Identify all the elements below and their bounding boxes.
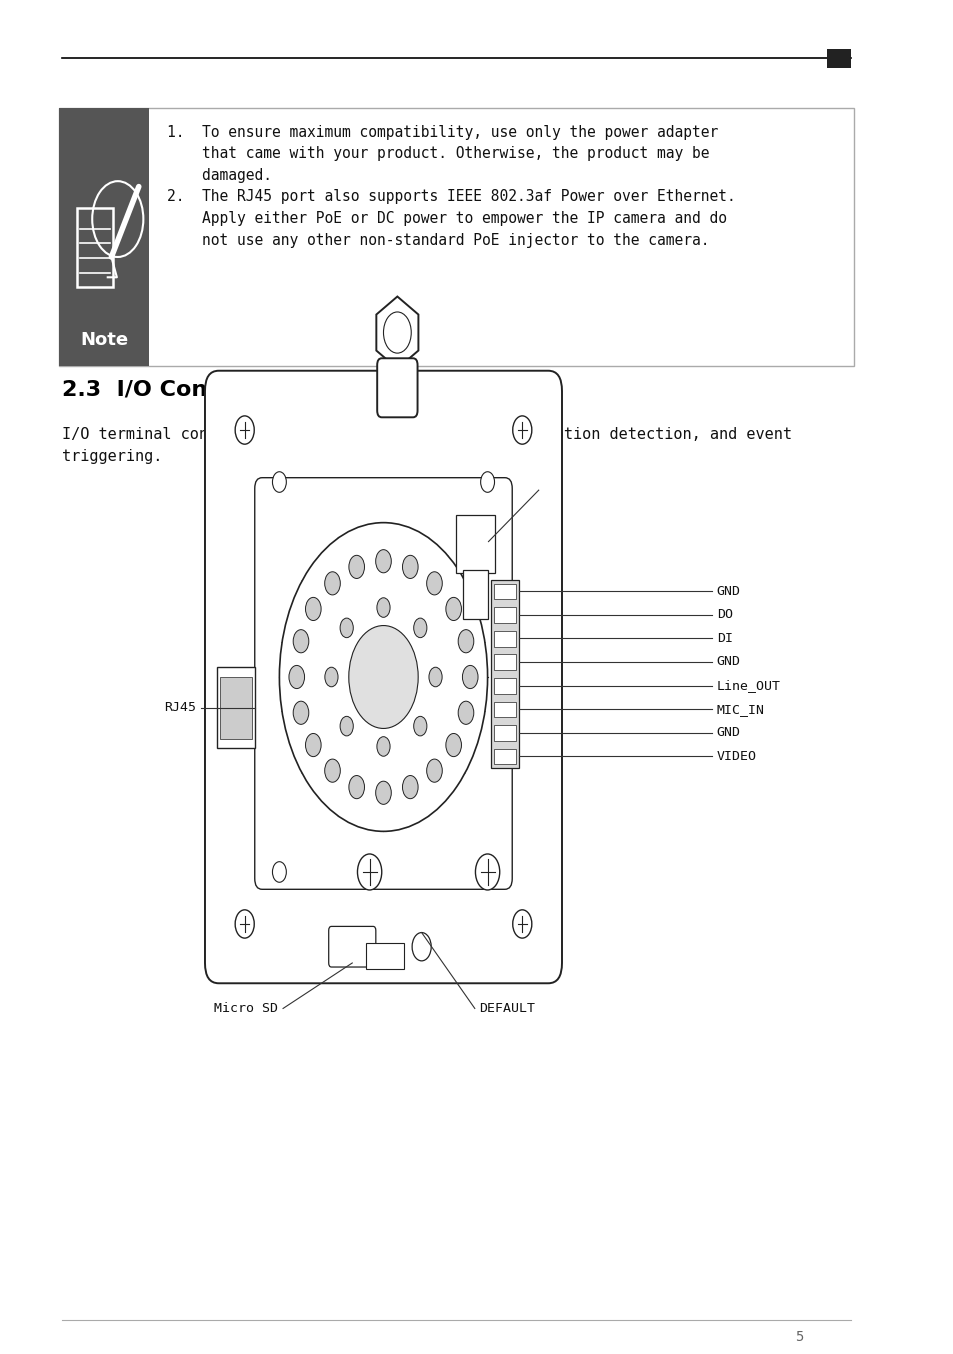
Circle shape — [475, 854, 499, 890]
Circle shape — [375, 550, 391, 573]
Circle shape — [325, 668, 337, 686]
Text: 2.3  I/O Control Instruction: 2.3 I/O Control Instruction — [62, 379, 396, 399]
Circle shape — [376, 737, 390, 757]
Text: MIC_IN: MIC_IN — [716, 703, 764, 716]
Circle shape — [273, 861, 286, 883]
Circle shape — [512, 416, 531, 444]
Circle shape — [457, 701, 474, 724]
Circle shape — [324, 760, 340, 783]
Circle shape — [375, 781, 391, 804]
Text: GND: GND — [716, 655, 740, 669]
Circle shape — [349, 626, 417, 728]
Circle shape — [445, 734, 461, 757]
Circle shape — [426, 760, 442, 783]
Bar — [59, 108, 853, 366]
FancyBboxPatch shape — [376, 359, 417, 417]
Text: 5: 5 — [794, 1330, 802, 1343]
Circle shape — [305, 597, 321, 620]
Text: DEFAULT: DEFAULT — [478, 1002, 535, 1016]
Text: DC: DC — [542, 483, 558, 497]
Circle shape — [429, 668, 441, 686]
Bar — [493, 678, 516, 693]
Text: VIDEO: VIDEO — [716, 750, 756, 762]
Text: I/O terminal connector is used for such functions as motion detection, and event: I/O terminal connector is used for such … — [62, 427, 791, 463]
Bar — [493, 584, 516, 600]
Bar — [463, 570, 487, 619]
Text: GND: GND — [716, 585, 740, 598]
Bar — [216, 668, 254, 749]
Text: Micro SD: Micro SD — [214, 1002, 278, 1016]
Circle shape — [445, 597, 461, 620]
Bar — [493, 608, 516, 623]
Bar — [491, 580, 518, 768]
Circle shape — [324, 571, 340, 594]
Circle shape — [402, 776, 417, 799]
Text: GND: GND — [716, 726, 740, 739]
Bar — [493, 631, 516, 647]
Circle shape — [305, 734, 321, 757]
Circle shape — [339, 619, 353, 638]
Circle shape — [289, 665, 304, 689]
Circle shape — [339, 716, 353, 735]
FancyBboxPatch shape — [329, 926, 375, 967]
Circle shape — [349, 555, 364, 578]
Circle shape — [375, 663, 392, 691]
Circle shape — [367, 653, 399, 701]
Bar — [826, 49, 850, 68]
Bar — [76, 209, 113, 287]
Circle shape — [235, 416, 254, 444]
Text: 1.  To ensure maximum compatibility, use only the power adapter
    that came wi: 1. To ensure maximum compatibility, use … — [167, 125, 735, 248]
Bar — [493, 749, 516, 764]
FancyBboxPatch shape — [254, 478, 512, 890]
Circle shape — [414, 716, 426, 735]
Text: DI: DI — [716, 632, 732, 645]
Circle shape — [457, 630, 474, 653]
Circle shape — [480, 861, 494, 883]
Circle shape — [273, 471, 286, 493]
Circle shape — [293, 701, 309, 724]
Circle shape — [293, 630, 309, 653]
Circle shape — [383, 311, 411, 353]
Circle shape — [349, 776, 364, 799]
Circle shape — [235, 910, 254, 938]
Text: Note: Note — [80, 330, 128, 349]
Text: DO: DO — [716, 608, 732, 621]
Circle shape — [412, 933, 431, 961]
FancyBboxPatch shape — [205, 371, 561, 983]
Bar — [456, 515, 494, 573]
Circle shape — [279, 523, 487, 831]
Text: Line_OUT: Line_OUT — [716, 678, 780, 692]
Circle shape — [414, 619, 426, 638]
Circle shape — [357, 854, 381, 890]
Bar — [366, 944, 404, 969]
Bar — [493, 654, 516, 670]
Text: RJ45: RJ45 — [164, 701, 196, 715]
Circle shape — [402, 555, 417, 578]
Circle shape — [480, 471, 494, 493]
Bar — [493, 726, 516, 741]
Circle shape — [376, 597, 390, 617]
Circle shape — [426, 571, 442, 594]
Circle shape — [512, 910, 531, 938]
Bar — [220, 677, 252, 739]
Bar — [59, 108, 149, 366]
Circle shape — [358, 639, 408, 715]
Circle shape — [462, 665, 477, 689]
Bar — [493, 701, 516, 718]
